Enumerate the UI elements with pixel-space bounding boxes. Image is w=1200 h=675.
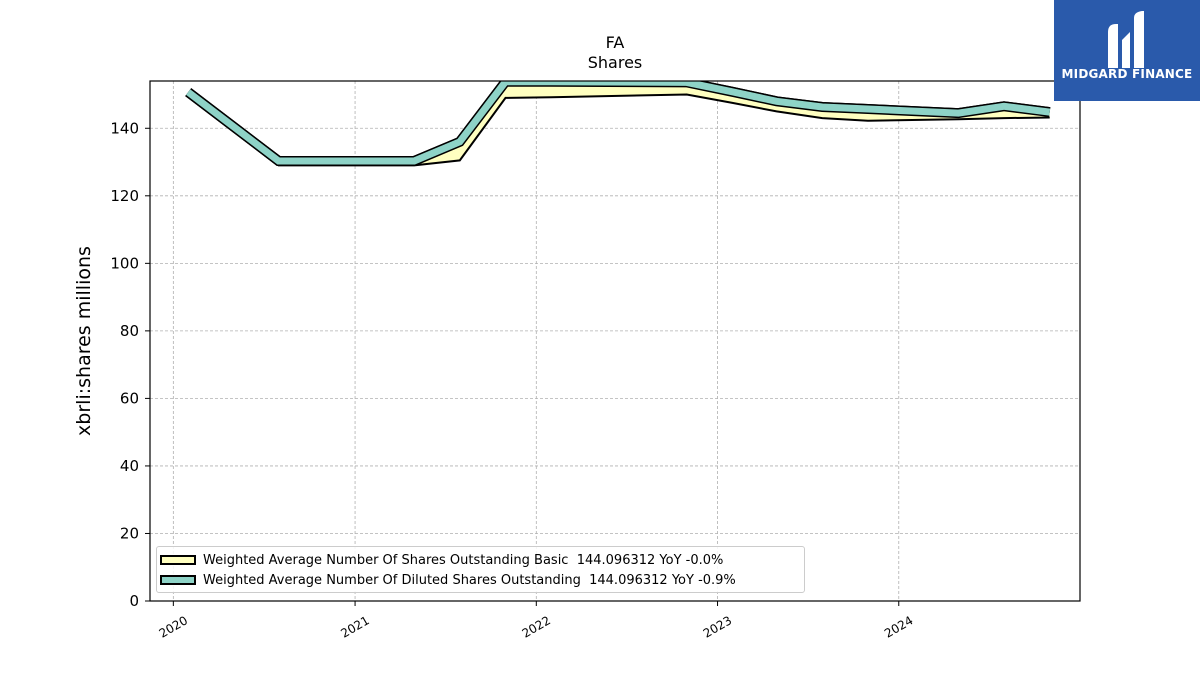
legend: Weighted Average Number Of Shares Outsta…	[156, 546, 805, 593]
logo-icon	[1108, 11, 1144, 68]
plot-frame	[149, 80, 1081, 602]
y-tick-label: 80	[120, 322, 139, 340]
x-tick-label: 2023	[701, 613, 734, 640]
y-tick-label: 40	[120, 457, 139, 475]
legend-label-basic: Weighted Average Number Of Shares Outsta…	[203, 552, 724, 568]
series-areas	[185, 81, 1051, 167]
y-axis-label: xbrli:shares millions	[73, 246, 95, 436]
x-tick-label: 2022	[520, 613, 553, 640]
grid	[150, 81, 1080, 602]
chart-title: FA	[606, 33, 625, 52]
legend-swatch-basic	[160, 555, 196, 565]
y-tick-label: 60	[120, 389, 139, 407]
y-tick-label: 20	[120, 524, 139, 542]
y-tick-label: 100	[110, 254, 139, 272]
x-tick-label: 2021	[338, 613, 371, 640]
x-tick-label: 2020	[157, 613, 190, 640]
y-tick-label: 120	[110, 187, 139, 205]
y-tick-label: 140	[110, 119, 139, 137]
brand-logo: MIDGARD FINANCE	[1054, 0, 1200, 101]
legend-swatch-diluted	[160, 575, 196, 585]
y-axis: 0 20 40 60 80 100 120 140	[110, 119, 150, 610]
x-tick-label: 2024	[882, 613, 915, 640]
y-tick-label: 0	[129, 592, 139, 610]
series-basic-line	[187, 93, 1050, 167]
chart-subtitle: Shares	[588, 53, 643, 72]
series-basic-area	[188, 81, 1050, 166]
legend-label-diluted: Weighted Average Number Of Diluted Share…	[203, 572, 736, 588]
series-diluted-line-top	[186, 81, 1051, 165]
x-axis: 2020 2021 2022 2023 2024	[157, 601, 915, 641]
legend-item-diluted: Weighted Average Number Of Diluted Share…	[160, 571, 736, 589]
legend-item-basic: Weighted Average Number Of Shares Outsta…	[160, 551, 723, 569]
logo-text: MIDGARD FINANCE	[1061, 67, 1193, 81]
